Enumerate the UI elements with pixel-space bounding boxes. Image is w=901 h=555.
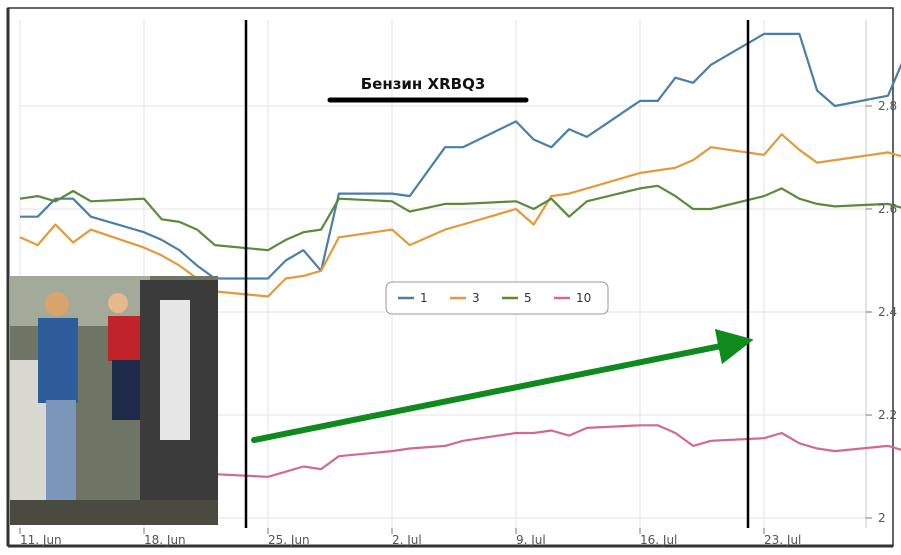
- legend-box: [385, 281, 609, 315]
- x-tick-label: 11. Jun: [20, 533, 62, 547]
- x-tick-label: 18. Jun: [144, 533, 186, 547]
- legend-label-5: 5: [524, 291, 532, 305]
- legend: 1 3 5 10: [385, 281, 609, 315]
- green-trend-arrow: [251, 328, 754, 443]
- photo-inset: [10, 276, 218, 525]
- person-head: [45, 292, 69, 316]
- woman-blouse: [108, 316, 140, 361]
- x-tick-label: 9. Jul: [516, 533, 546, 547]
- woman-head: [108, 293, 128, 313]
- x-tick-label: 23. Jul: [764, 533, 801, 547]
- y-tick-label: 2.2: [878, 408, 897, 422]
- legend-label-3: 3: [472, 291, 480, 305]
- y-tick-labels: 2 2.2 2.4 2.6 2.8: [866, 99, 897, 525]
- x-tick-label: 16. Jul: [640, 533, 677, 547]
- y-tick-label: 2.6: [878, 202, 897, 216]
- fuel-pump-panel: [160, 300, 190, 440]
- series-line-3: [19, 133, 901, 298]
- series-line-5: [19, 184, 901, 252]
- woman-skirt: [112, 360, 140, 420]
- y-tick-label: 2.4: [878, 305, 897, 319]
- x-tick-label: 25. Jun: [268, 533, 310, 547]
- chart-title: Бензин XRBQ3: [361, 75, 486, 93]
- y-tick-label: 2.8: [878, 99, 897, 113]
- person-shirt: [38, 318, 78, 403]
- x-tick-labels: 11. Jun 18. Jun 25. Jun 2. Jul 9. Jul 16. Jul…: [19, 528, 801, 547]
- legend-label-1: 1: [420, 291, 428, 305]
- x-tick-label: 2. Jul: [392, 533, 422, 547]
- series-line-1: [20, 32, 901, 280]
- series-lines: [19, 32, 901, 478]
- legend-label-10: 10: [576, 291, 591, 305]
- person-jeans: [46, 400, 76, 510]
- y-tick-label: 2: [878, 511, 886, 525]
- photo-ground: [10, 500, 218, 525]
